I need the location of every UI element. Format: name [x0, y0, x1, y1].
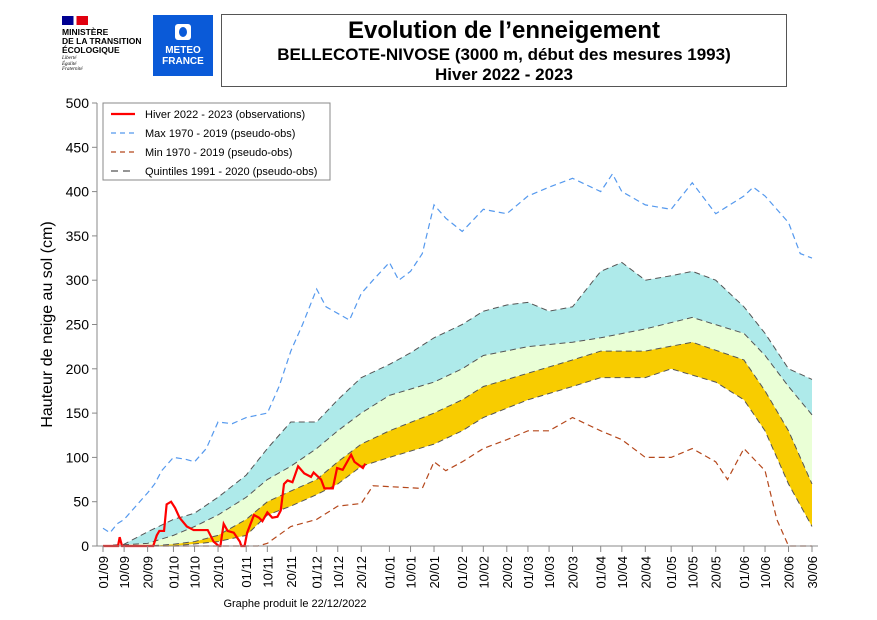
x-tick-label: 20/05: [709, 556, 724, 589]
quintile-line-q40: [103, 341, 813, 547]
ministry-logo: MINISTÈRE DE LA TRANSITION ÉCOLOGIQUE: [62, 27, 142, 55]
quintile-band-mid: [103, 317, 812, 546]
x-tick-label: 01/01: [382, 556, 397, 589]
y-tick-label: 300: [66, 272, 90, 288]
meteo-france-icon: [175, 24, 191, 40]
legend-label: Hiver 2022 - 2023 (observations): [145, 109, 305, 121]
min-line: [103, 416, 812, 547]
y-tick-label: 500: [66, 95, 90, 111]
title-box: Evolution de l’enneigement BELLECOTE-NIV…: [221, 14, 787, 87]
x-tick-label: 01/04: [594, 556, 609, 589]
x-tick-label: 10/02: [476, 556, 491, 589]
chart-subtitle: BELLECOTE-NIVOSE (3000 m, début des mesu…: [277, 45, 731, 64]
chart-season: Hiver 2022 - 2023: [435, 65, 573, 84]
x-tick-label: 20/10: [211, 556, 226, 589]
legend-box: [102, 102, 331, 181]
quintile-band-low: [103, 342, 812, 546]
legend-label: Quintiles 1991 - 2020 (pseudo-obs): [145, 166, 317, 178]
legend-label: Max 1970 - 2019 (pseudo-obs): [145, 128, 295, 140]
x-tick-label: 10/09: [117, 556, 132, 589]
x-tick-label: 30/06: [805, 556, 820, 589]
ministry-devise: Liberté Égalité Fraternité: [62, 56, 83, 72]
y-tick-label: 0: [81, 538, 89, 554]
x-tick-label: 01/12: [310, 556, 325, 589]
x-tick-label: 20/09: [141, 556, 156, 589]
y-tick-label: 200: [66, 361, 90, 377]
x-tick-label: 01/11: [239, 556, 254, 588]
x-tick-label: 20/02: [500, 556, 515, 589]
y-tick-label: 100: [66, 449, 90, 465]
x-tick-label: 20/03: [566, 556, 581, 589]
x-tick-label: 20/11: [284, 556, 299, 588]
footer-date: Graphe produit le 22/12/2022: [223, 598, 366, 610]
quintile-line-q60: [102, 316, 813, 547]
y-tick-label: 450: [66, 139, 90, 155]
x-tick-label: 01/06: [737, 556, 752, 589]
x-tick-label: 10/01: [404, 556, 419, 589]
marianne-flag-icon: [62, 16, 88, 25]
x-tick-label: 01/03: [521, 556, 536, 589]
x-tick-label: 10/06: [758, 556, 773, 589]
x-tick-label: 20/01: [427, 556, 442, 589]
y-tick-label: 400: [66, 184, 90, 200]
x-tick-label: 10/10: [188, 556, 203, 589]
x-tick-label: 01/02: [455, 556, 470, 589]
quintile-line-q20: [103, 368, 813, 547]
legend-label: Min 1970 - 2019 (pseudo-obs): [145, 147, 292, 159]
x-tick-label: 20/04: [638, 556, 653, 589]
y-tick-label: 150: [66, 405, 90, 421]
x-tick-label: 01/10: [166, 556, 181, 589]
quintile-line-q80: [102, 261, 813, 547]
x-tick-label: 10/04: [615, 556, 630, 589]
chart-title: Evolution de l’enneigement: [347, 17, 661, 44]
x-tick-label: 10/03: [542, 556, 557, 589]
meteo-france-logo: METEO FRANCE: [153, 15, 213, 76]
x-tick-label: 20/06: [782, 556, 797, 589]
y-tick-label: 250: [66, 317, 90, 333]
x-tick-label: 20/12: [354, 556, 369, 589]
y-tick-label: 350: [66, 228, 90, 244]
x-tick-label: 10/12: [331, 556, 346, 589]
x-tick-label: 01/05: [664, 556, 679, 589]
x-tick-label: 10/05: [685, 556, 700, 589]
y-axis-label: Hauteur de neige au sol (cm): [39, 221, 56, 427]
x-tick-label: 01/09: [96, 556, 111, 589]
y-tick-label: 50: [73, 494, 89, 510]
x-tick-label: 10/11: [260, 556, 275, 588]
